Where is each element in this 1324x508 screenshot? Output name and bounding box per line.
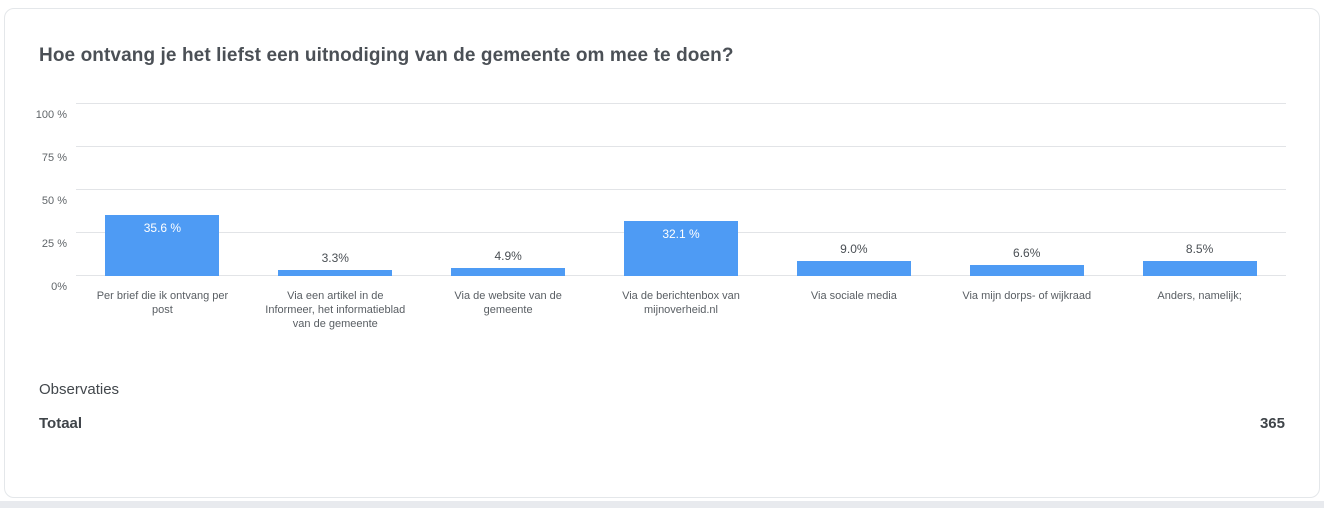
total-label: Totaal [39,415,83,432]
bar-slot: 6.6% [940,104,1113,276]
x-axis-label: Via een artikel in de Informeer, het inf… [265,290,406,331]
gridline: 100 % [36,103,1286,121]
bar-slot: 8.5% [1113,104,1286,276]
x-axis-label: Via de berichtenbox van mijnoverheid.nl [622,290,740,317]
bar[interactable] [1142,261,1257,276]
plot-area: 0% 25 % 50 % 75 % 100 % 35.6 % 3.3% 4.9% 32.1 % 9… [36,103,1286,293]
bar-value-label: 4.9% [494,248,522,263]
x-axis-label: Via mijn dorps- of wijkraad [962,290,1092,302]
bar-value-label: 35.6 % [143,220,182,235]
bar-value-label: 3.3% [321,251,349,266]
bar-slot: 32.1 % [595,104,768,276]
bar[interactable]: 32.1 % [624,220,738,276]
bar-slot: 3.3% [249,104,422,276]
bar-slot: 4.9% [422,104,595,276]
chart-title: Hoe ontvang je het liefst een uitnodigin… [39,45,734,66]
bar-value-label: 8.5% [1185,242,1214,257]
bar-slot: 35.6 % [76,104,249,276]
bar-slot: 9.0% [767,104,940,276]
bar-slots: 35.6 % 3.3% 4.9% 32.1 % 9.0% 6.6% 8.5% [76,104,1286,276]
bar[interactable]: 35.6 % [105,214,220,276]
total-value: 365 [1259,415,1285,432]
bar[interactable] [278,270,393,276]
x-axis: Per brief die ik ontvang per post Via een… [76,289,1286,331]
gridline: 50 % [42,189,1286,207]
survey-result-card: Hoe ontvang je het liefst een uitnodigin… [4,8,1320,498]
y-tick-label: 50 % [41,195,67,207]
gridline: 75 % [42,146,1286,164]
y-tick-label: 100 % [35,109,67,121]
bar[interactable] [796,260,911,276]
bar[interactable] [969,264,1084,276]
x-axis-label: Anders, namelijk; [1157,290,1242,302]
x-axis-label: Via de website van de gemeente [454,290,562,317]
x-axis-label: Per brief die ik ontvang per post [96,290,229,317]
total-row: Totaal 365 [39,415,1285,432]
observations-heading: Observaties [39,381,120,398]
bar-value-label: 32.1 % [662,226,700,241]
bar[interactable] [451,267,566,276]
y-tick-label: 75 % [41,152,67,164]
y-tick-label: 25 % [41,238,67,250]
bar-chart: 0% 25 % 50 % 75 % 100 % 35.6 % 3.3% 4.9% 32.1 % 9… [36,103,1286,331]
bar-value-label: 9.0% [840,241,868,256]
bar-value-label: 6.6% [1013,245,1041,260]
summary-section: Observaties Totaal 365 [39,381,1285,432]
page-bottom-strip [0,501,1324,508]
y-tick-label: 0% [51,281,67,293]
x-axis-label: Via sociale media [810,290,897,302]
